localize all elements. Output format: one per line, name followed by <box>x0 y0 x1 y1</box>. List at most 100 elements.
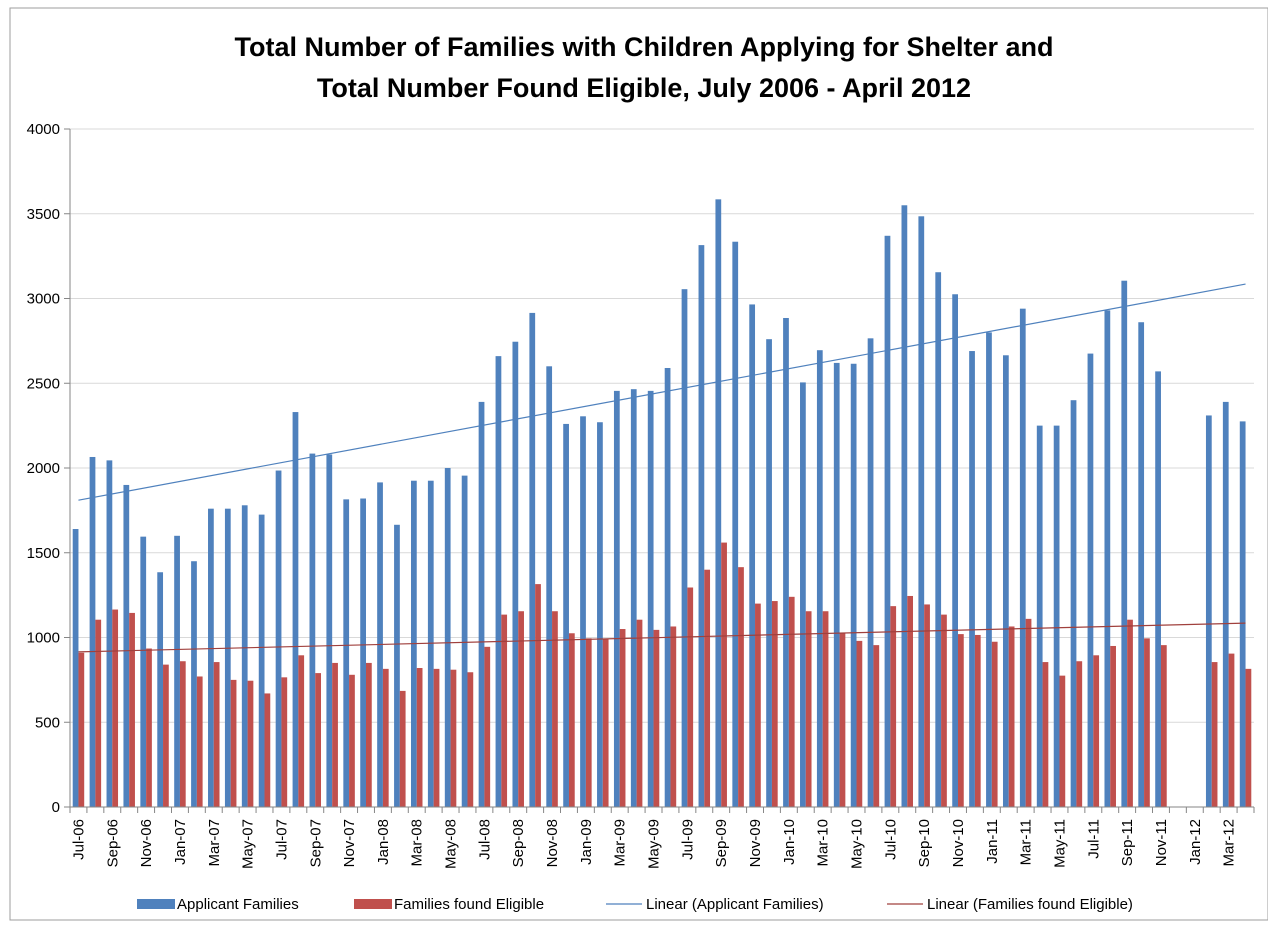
legend: Applicant Families Families found Eligibl… <box>137 896 1133 913</box>
x-axis: Jul-06 Sep-06 Nov-06 Jan-07 Mar-07 May-07 Jul-… <box>69 806 1255 869</box>
bar-eligible-Apr-09 <box>636 619 643 807</box>
trendlines <box>78 283 1246 653</box>
bar-applicant-May-11 <box>1053 425 1060 807</box>
bar-eligible-Jan-11 <box>991 641 998 807</box>
bar-eligible-Apr-07 <box>230 679 237 807</box>
bar-eligible-Oct-11 <box>1144 638 1150 807</box>
bar-applicant-Dec-08 <box>563 423 569 807</box>
bar-applicant-Jul-11 <box>1087 353 1094 807</box>
x-tick-label-Nov-11: Nov-11 <box>1153 819 1170 866</box>
bar-applicant-Feb-10 <box>800 382 806 807</box>
x-tick-label-May-07: May-07 <box>240 819 257 869</box>
bar-applicant-Feb-07 <box>191 561 197 807</box>
x-tick-label-Jan-12: Jan-12 <box>1187 819 1204 865</box>
bar-applicant-Jun-07 <box>258 514 265 807</box>
legend-swatch-eligible-bar <box>354 899 392 909</box>
y-axis: 0 500 1000 1500 2000 2500 3000 3500 4000 <box>27 121 71 816</box>
bar-applicant-Aug-09 <box>698 245 705 808</box>
y-tick-label-2500: 2500 <box>27 375 60 392</box>
bar-eligible-May-08 <box>450 669 457 807</box>
x-tick-label-Jul-08: Jul-08 <box>476 819 493 860</box>
bar-applicant-Mar-07 <box>208 508 214 807</box>
legend-label-eligible-trend: Linear (Families found Eligible) <box>927 896 1133 913</box>
bar-applicant-Jan-10 <box>783 317 789 807</box>
bar-applicant-Nov-10 <box>952 294 958 807</box>
bar-eligible-Dec-10 <box>974 634 981 807</box>
bar-eligible-Sep-10 <box>924 604 930 807</box>
bar-eligible-Nov-10 <box>958 634 964 807</box>
bar-applicant-Dec-06 <box>157 572 164 807</box>
bar-eligible-Jun-08 <box>467 672 474 807</box>
bar-applicant-Sep-09 <box>715 199 722 807</box>
bar-eligible-May-09 <box>653 629 660 807</box>
bar-eligible-Feb-12 <box>1211 662 1218 807</box>
x-tick-label-Sep-10: Sep-10 <box>916 819 933 867</box>
bar-eligible-Sep-09 <box>721 542 727 807</box>
bar-applicant-Dec-10 <box>969 351 975 807</box>
bar-eligible-Nov-07 <box>349 674 355 807</box>
bar-applicant-Nov-09 <box>749 304 756 807</box>
x-tick-label-Mar-07: Mar-07 <box>206 819 223 867</box>
bar-eligible-Oct-08 <box>535 584 541 807</box>
bar-eligible-Aug-09 <box>704 569 711 807</box>
bar-applicant-Oct-08 <box>529 312 536 807</box>
bar-applicant-Oct-11 <box>1138 322 1145 807</box>
bar-eligible-Feb-09 <box>602 639 609 807</box>
bar-eligible-Jan-09 <box>585 638 592 807</box>
bar-eligible-Aug-07 <box>298 655 305 807</box>
bar-eligible-Jun-10 <box>873 645 880 807</box>
bar-applicant-Jul-06 <box>72 529 79 807</box>
trendline-eligible <box>78 622 1246 653</box>
bar-eligible-Mar-08 <box>416 668 423 807</box>
bar-applicant-May-07 <box>241 505 248 807</box>
bar-applicant-Jun-11 <box>1070 400 1077 807</box>
bar-applicant-Jul-08 <box>478 401 485 807</box>
bar-eligible-Jul-09 <box>687 587 694 807</box>
bar-applicant-Nov-07 <box>343 499 350 807</box>
y-tick-label-500: 500 <box>35 714 60 731</box>
x-tick-label-Mar-09: Mar-09 <box>612 819 629 867</box>
bar-eligible-Jan-10 <box>788 596 795 807</box>
bar-applicant-Apr-07 <box>224 508 231 807</box>
x-tick-label-Nov-07: Nov-07 <box>341 819 358 867</box>
bar-applicant-Jun-08 <box>461 475 468 807</box>
x-tick-label-Nov-06: Nov-06 <box>138 819 155 867</box>
x-tick-label-May-09: May-09 <box>646 819 663 869</box>
bar-applicant-Apr-09 <box>630 389 637 807</box>
bar-eligible-Jan-07 <box>179 661 186 807</box>
x-tick-label-Mar-11: Mar-11 <box>1018 819 1035 865</box>
y-tick-label-4000: 4000 <box>27 121 60 138</box>
x-tick-label-Sep-08: Sep-08 <box>510 819 527 867</box>
bar-eligible-Oct-10 <box>941 614 947 807</box>
bar-eligible-Apr-11 <box>1042 662 1049 807</box>
bar-applicant-Aug-07 <box>292 412 299 807</box>
bar-applicant-Feb-11 <box>1002 355 1009 807</box>
bar-applicant-Jun-10 <box>867 338 874 807</box>
bar-applicant-Aug-11 <box>1104 310 1111 807</box>
bar-eligible-Nov-08 <box>552 611 558 807</box>
bar-applicant-Apr-10 <box>833 362 840 807</box>
chart-title-line-2: Total Number Found Eligible, July 2006 -… <box>317 73 971 103</box>
bar-applicant-Jun-09 <box>664 367 671 807</box>
bar-applicant-Sep-07 <box>309 453 316 807</box>
x-tick-label-Nov-08: Nov-08 <box>544 819 561 867</box>
bar-eligible-Dec-09 <box>771 601 778 807</box>
bar-eligible-Jul-07 <box>281 677 288 807</box>
bar-applicant-Aug-08 <box>495 356 502 807</box>
bar-applicant-Sep-06 <box>106 460 113 807</box>
bar-applicant-Mar-09 <box>613 390 620 807</box>
bar-applicant-Dec-09 <box>766 339 772 807</box>
bar-eligible-Oct-07 <box>332 662 338 807</box>
x-tick-label-Nov-10: Nov-10 <box>950 819 967 867</box>
bar-eligible-Feb-11 <box>1008 626 1015 807</box>
x-tick-label-Jul-06: Jul-06 <box>70 819 87 860</box>
y-tick-label-1500: 1500 <box>27 545 60 562</box>
x-tick-label-Sep-06: Sep-06 <box>104 819 121 867</box>
x-tick-label-Jan-11: Jan-11 <box>984 819 1001 864</box>
y-tick-label-2000: 2000 <box>27 460 60 477</box>
legend-label-applicant-bar: Applicant Families <box>177 896 299 913</box>
bar-applicant-Jul-10 <box>884 235 891 807</box>
bar-applicant-Oct-10 <box>935 272 942 807</box>
bar-eligible-Jul-11 <box>1093 655 1100 807</box>
bar-eligible-Nov-11 <box>1160 645 1167 807</box>
